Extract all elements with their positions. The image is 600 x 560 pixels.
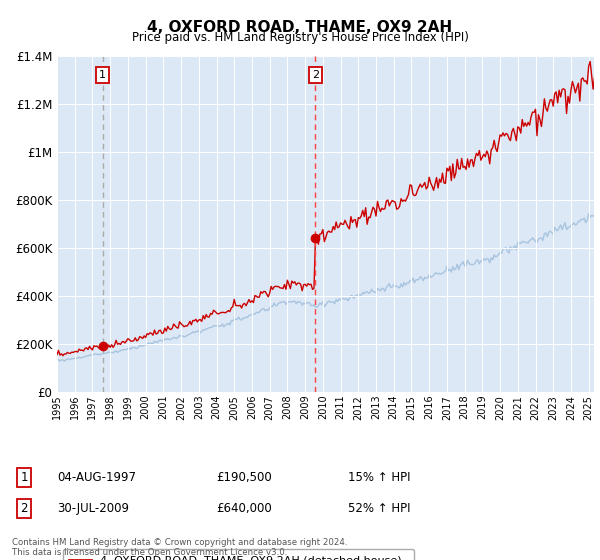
Text: £190,500: £190,500 <box>216 470 272 484</box>
Text: Price paid vs. HM Land Registry's House Price Index (HPI): Price paid vs. HM Land Registry's House … <box>131 31 469 44</box>
Text: Contains HM Land Registry data © Crown copyright and database right 2024.
This d: Contains HM Land Registry data © Crown c… <box>12 538 347 557</box>
Legend: 4, OXFORD ROAD, THAME, OX9 2AH (detached house), HPI: Average price, detached ho: 4, OXFORD ROAD, THAME, OX9 2AH (detached… <box>62 549 414 560</box>
Text: 1: 1 <box>20 470 28 484</box>
Text: 2: 2 <box>311 70 319 80</box>
Text: 52% ↑ HPI: 52% ↑ HPI <box>348 502 410 515</box>
Text: 15% ↑ HPI: 15% ↑ HPI <box>348 470 410 484</box>
Text: 04-AUG-1997: 04-AUG-1997 <box>57 470 136 484</box>
Text: 2: 2 <box>20 502 28 515</box>
Text: 1: 1 <box>99 70 106 80</box>
Text: £640,000: £640,000 <box>216 502 272 515</box>
Text: 30-JUL-2009: 30-JUL-2009 <box>57 502 129 515</box>
Text: 4, OXFORD ROAD, THAME, OX9 2AH: 4, OXFORD ROAD, THAME, OX9 2AH <box>148 20 452 35</box>
